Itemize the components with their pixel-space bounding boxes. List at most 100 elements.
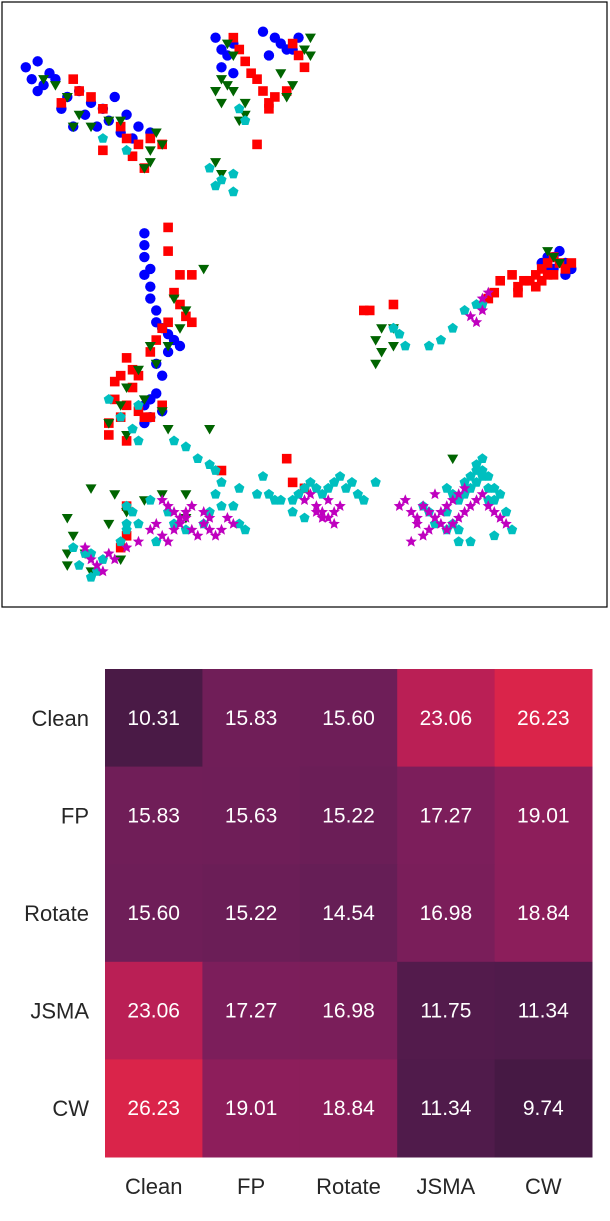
scatter-point-star xyxy=(156,529,168,541)
scatter-point-star xyxy=(447,494,459,505)
scatter-point-star xyxy=(174,517,186,529)
scatter-point-star xyxy=(470,316,483,328)
heatmap-cell xyxy=(397,669,496,768)
heatmap-cell-label: 18.84 xyxy=(322,1097,375,1120)
heatmap-cell xyxy=(105,961,203,1060)
scatter-point-square xyxy=(548,270,559,280)
scatter-point-square xyxy=(175,270,185,280)
scatter-point-triangle_down xyxy=(103,116,115,127)
heatmap-cell-label: 17.27 xyxy=(420,804,473,827)
scatter-point-triangle_down xyxy=(61,92,73,103)
scatter-point-star xyxy=(144,523,156,535)
scatter-point-star xyxy=(310,500,323,511)
heatmap-cell xyxy=(202,864,301,963)
scatter-point-square xyxy=(163,317,173,328)
scatter-point-star xyxy=(316,506,328,517)
scatter-point-pentagon xyxy=(465,471,476,481)
scatter-point-square xyxy=(566,258,577,268)
scatter-point-square xyxy=(270,92,280,102)
scatter-point-pentagon xyxy=(453,536,464,547)
heatmap-cell xyxy=(202,1059,301,1158)
scatter-point-square xyxy=(258,86,268,96)
scatter-point-square xyxy=(542,270,553,280)
scatter-point-star xyxy=(476,304,489,316)
scatter-point-star xyxy=(316,512,328,523)
scatter-point-star xyxy=(168,506,180,517)
scatter-point-pentagon xyxy=(234,103,245,114)
scatter-point-triangle_down xyxy=(138,164,150,174)
scatter-point-pentagon xyxy=(204,162,215,173)
scatter-point-pentagon xyxy=(228,186,239,197)
scatter-point-square xyxy=(299,62,310,73)
scatter-point-triangle_down xyxy=(132,365,144,376)
scatter-point-square xyxy=(157,400,167,411)
scatter-point-circle xyxy=(228,68,239,79)
scatter-point-pentagon xyxy=(133,518,144,529)
heatmap-cell-label: 18.84 xyxy=(517,902,570,925)
scatter-point-pentagon xyxy=(210,488,221,499)
scatter-point-star xyxy=(221,512,234,523)
scatter-point-star xyxy=(482,500,494,511)
heatmap-cell xyxy=(494,864,593,963)
heatmap-y-tick-labels: Clean FP Rotate JSMA CW xyxy=(24,706,89,1121)
scatter-point-pentagon xyxy=(216,500,227,511)
scatter-point-star xyxy=(298,494,311,505)
scatter-point-star xyxy=(411,517,423,529)
scatter-point-square xyxy=(216,465,227,476)
scatter-point-circle xyxy=(32,85,43,97)
scatter-point-square xyxy=(127,364,138,375)
scatter-point-pentagon xyxy=(180,441,191,452)
heatmap-cell xyxy=(494,669,593,768)
scatter-point-triangle_down xyxy=(210,158,222,168)
scatter-point-pentagon xyxy=(74,560,85,570)
scatter-point-circle xyxy=(156,370,168,381)
heatmap-cell-label: 23.06 xyxy=(127,1000,180,1023)
heatmap-cell-label: 16.98 xyxy=(322,1000,375,1023)
scatter-point-pentagon xyxy=(483,482,494,493)
scatter-point-pentagon xyxy=(394,328,405,339)
heatmap-cell-label: 11.34 xyxy=(518,1000,569,1023)
scatter-point-star xyxy=(500,517,512,529)
heatmap-cell-label: 10.31 xyxy=(127,707,180,730)
scatter-point-square xyxy=(98,145,108,156)
scatter-point-triangle_down xyxy=(174,324,186,334)
scatter-point-square xyxy=(139,412,150,422)
scatter-point-triangle_down xyxy=(144,342,156,352)
scatter-point-square xyxy=(364,305,375,316)
heatmap-cell-labels-group: 10.31 15.83 15.60 23.06 26.23 15.83 15.63 15.22… xyxy=(127,707,569,1120)
scatter-point-star xyxy=(304,488,317,500)
scatter-point-triangle_down xyxy=(49,81,61,91)
heatmap-cell xyxy=(105,1059,203,1158)
scatter-point-star xyxy=(198,517,210,529)
scatter-point-circle xyxy=(210,32,221,43)
scatter-point-circle xyxy=(32,56,43,67)
scatter-point-triangle_down xyxy=(204,425,216,435)
heatmap-cell-label: 26.23 xyxy=(127,1097,180,1120)
scatter-point-star xyxy=(162,500,174,511)
heatmap-cell-label: 19.01 xyxy=(225,1097,278,1120)
scatter-point-pentagon xyxy=(441,482,452,493)
scatter-point-star xyxy=(109,553,121,565)
scatter-point-pentagon xyxy=(192,453,203,463)
scatter-point-pentagon xyxy=(423,340,435,351)
scatter-point-pentagon xyxy=(210,180,221,191)
heatmap-cell-label: 14.54 xyxy=(322,902,375,925)
scatter-point-triangle_down xyxy=(447,454,459,465)
heatmap-y-tick-label: Rotate xyxy=(24,901,89,926)
scatter-point-pentagon xyxy=(121,500,132,511)
heatmap-cell xyxy=(299,669,398,768)
scatter-point-circle xyxy=(263,50,275,61)
scatter-point-star xyxy=(85,553,97,565)
heatmap-y-tick-label: FP xyxy=(61,803,89,828)
scatter-point-square xyxy=(513,287,523,298)
scatter-point-triangle_down xyxy=(198,264,210,275)
scatter-point-square xyxy=(264,98,274,108)
scatter-point-square xyxy=(121,133,132,144)
heatmap-y-tick-label: JSMA xyxy=(30,999,89,1024)
scatter-point-star xyxy=(322,512,334,523)
scatter-point-pentagon xyxy=(346,477,358,487)
scatter-point-square xyxy=(175,299,185,310)
scatter-point-triangle_down xyxy=(61,513,73,524)
scatter-point-triangle_down xyxy=(168,294,180,305)
scatter-point-star xyxy=(227,517,239,529)
